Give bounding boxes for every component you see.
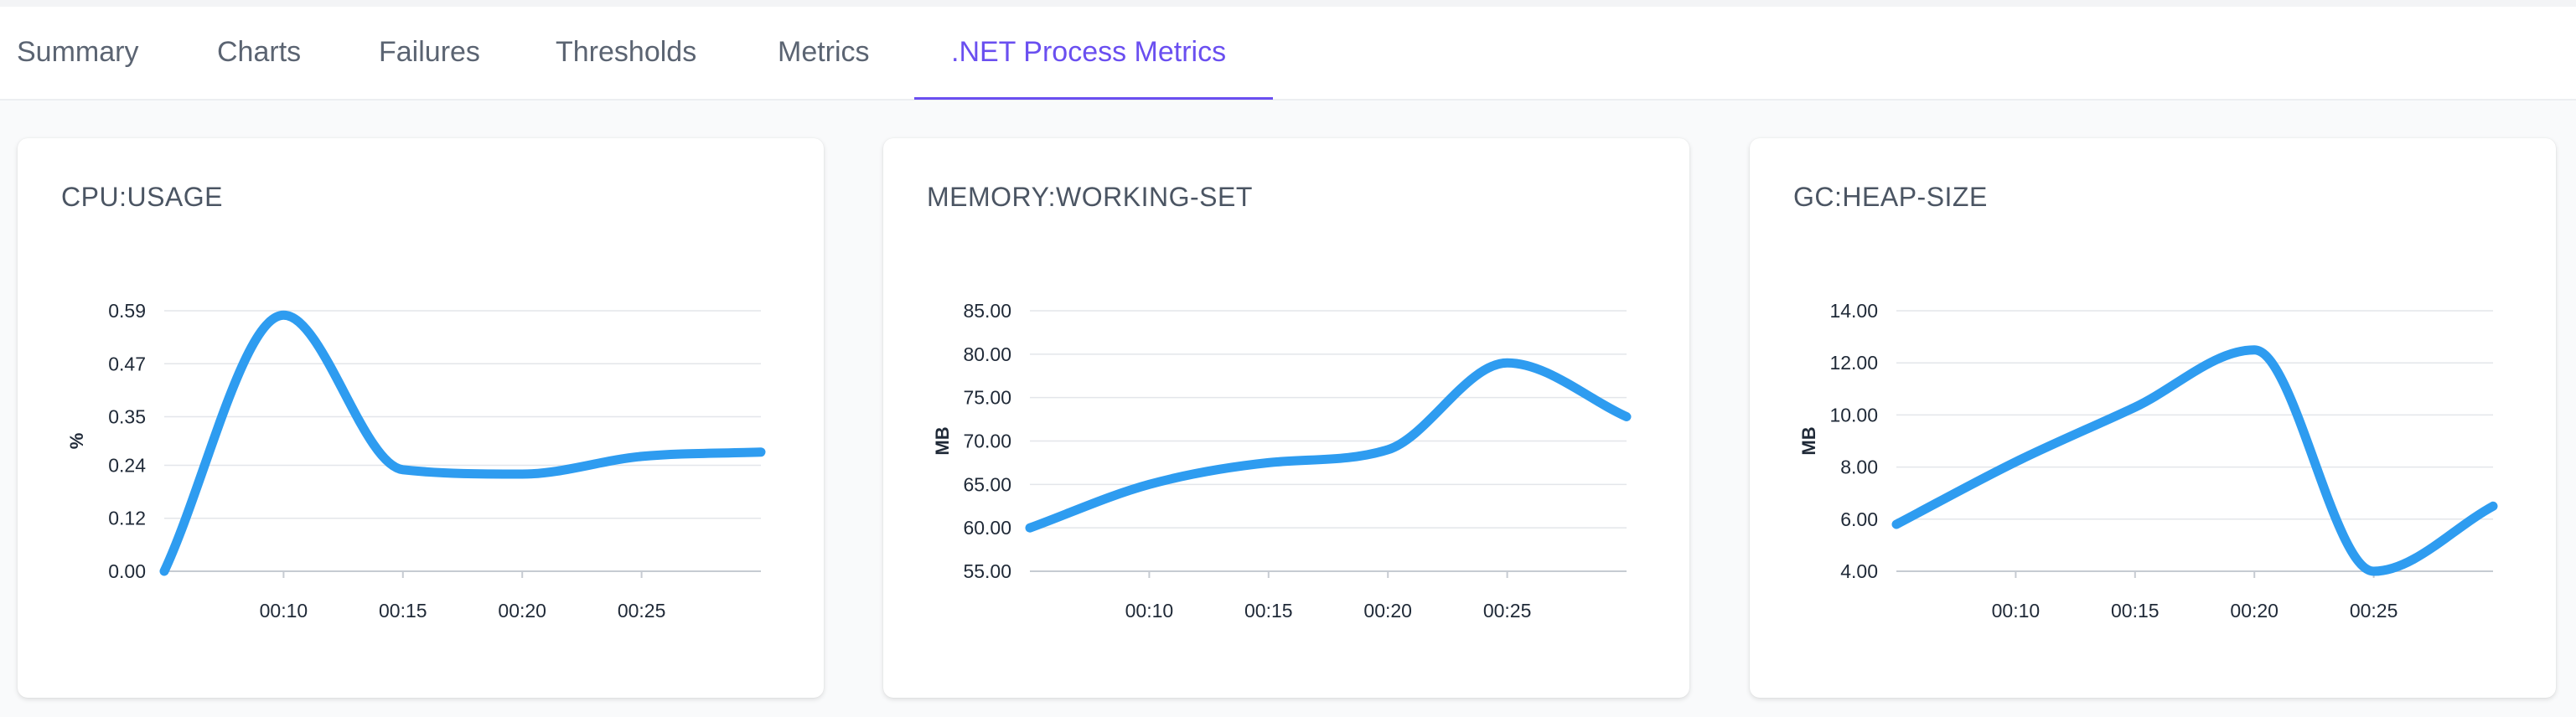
y-tick-label: 8.00 (1840, 457, 1878, 478)
chart-title: MEMORY:WORKING-SET (927, 182, 1253, 212)
chart-card-gc-heap-size: GC:HEAP-SIZE 4.00 6.00 8.00 10.00 12.00 14.00… (1750, 138, 2556, 698)
y-tick-label: 0.35 (108, 406, 146, 428)
y-tick-label: 70.00 (963, 431, 1011, 452)
active-tab-indicator (914, 97, 1273, 100)
gc-heap-size-chart: 4.00 6.00 8.00 10.00 12.00 14.00 00:10 00:15 00:… (1798, 300, 2498, 622)
tab-thresholds[interactable]: Thresholds (556, 36, 697, 68)
x-tick-label: 00:20 (1363, 600, 1412, 622)
tab-bar: Summary Charts Failures Thresholds Metri… (0, 7, 2576, 101)
x-tick-label: 00:25 (2350, 600, 2398, 622)
y-tick-label: 0.00 (108, 560, 146, 582)
y-tick-label: 75.00 (963, 387, 1011, 409)
chart-title: CPU:USAGE (61, 182, 223, 212)
series-line (159, 310, 766, 576)
y-tick-label: 0.12 (108, 508, 146, 529)
memory-working-set-chart: 55.00 60.00 65.00 70.00 75.00 80.00 85.00 00:10… (932, 300, 1632, 622)
chart-card-cpu-usage: CPU:USAGE 0.00 0.12 0.24 0.35 0.47 0.59 00:10 0… (18, 138, 824, 698)
cpu-usage-chart: 0.00 0.12 0.24 0.35 0.47 0.59 00:10 00:15 00:20 0… (66, 300, 766, 622)
x-tick-label: 00:20 (498, 600, 546, 622)
x-tick-label: 00:10 (1992, 600, 2041, 622)
y-tick-label: 10.00 (1829, 404, 1878, 426)
x-tick-label: 00:15 (1244, 600, 1293, 622)
y-tick-label: 12.00 (1829, 352, 1878, 374)
x-tick-label: 00:25 (618, 600, 666, 622)
y-axis-label: MB (1798, 426, 1819, 455)
x-tick-label: 00:25 (1483, 600, 1532, 622)
tab-failures[interactable]: Failures (379, 36, 480, 68)
y-tick-label: 0.47 (108, 353, 146, 374)
x-tick-label: 00:10 (1125, 600, 1174, 622)
tab-charts[interactable]: Charts (217, 36, 302, 68)
y-tick-label: 80.00 (963, 343, 1011, 365)
y-tick-label: 0.59 (108, 300, 146, 322)
y-tick-label: 85.00 (963, 300, 1011, 322)
chart-title: GC:HEAP-SIZE (1793, 182, 1988, 212)
y-tick-label: 65.00 (963, 473, 1011, 495)
tab-metrics[interactable]: Metrics (778, 36, 870, 68)
y-axis-label: MB (932, 426, 953, 455)
y-tick-label: 60.00 (963, 517, 1011, 539)
y-tick-label: 4.00 (1840, 560, 1878, 582)
top-strip (0, 0, 2576, 7)
x-tick-label: 00:10 (260, 600, 308, 622)
x-tick-label: 00:20 (2230, 600, 2279, 622)
series-line (1025, 358, 1632, 533)
y-tick-label: 6.00 (1840, 508, 1878, 530)
series-line (1891, 345, 2498, 576)
tab-summary[interactable]: Summary (17, 36, 139, 68)
y-axis-label: % (66, 433, 87, 450)
tab-dotnet-process-metrics[interactable]: .NET Process Metrics (951, 36, 1227, 68)
y-tick-label: 14.00 (1829, 300, 1878, 322)
y-tick-label: 0.24 (108, 454, 146, 476)
x-tick-label: 00:15 (379, 600, 427, 622)
x-tick-label: 00:15 (2111, 600, 2160, 622)
y-tick-label: 55.00 (963, 560, 1011, 582)
chart-card-memory-working-set: MEMORY:WORKING-SET 55.00 60.00 65.00 70.00 7… (883, 138, 1689, 698)
